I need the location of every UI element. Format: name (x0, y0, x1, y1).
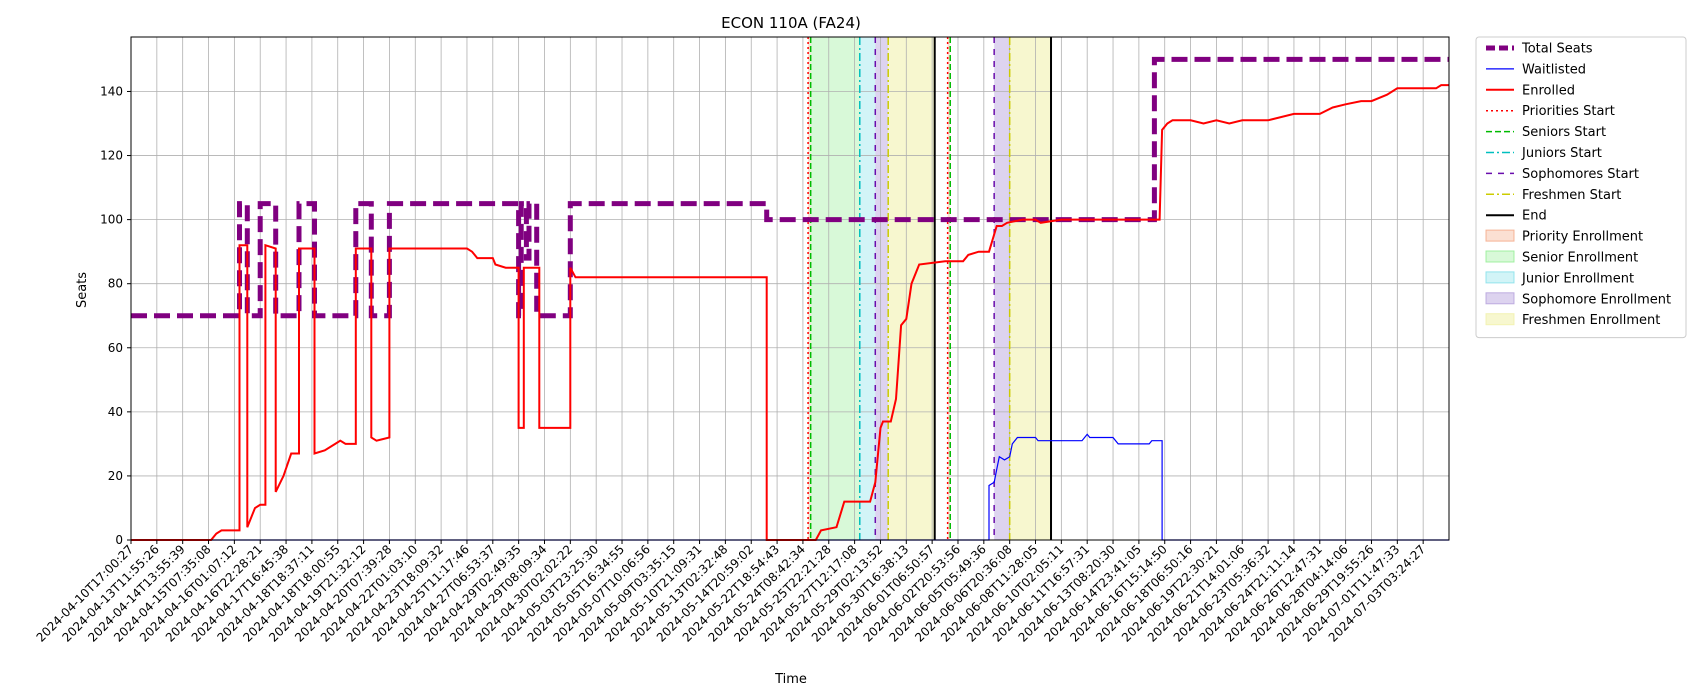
legend-swatch-junior-enrollment (1485, 271, 1515, 284)
plot-frame (130, 36, 1450, 541)
enrolled-line (131, 84, 1449, 541)
legend-label-juniors-start: Juniors Start (1521, 146, 1602, 161)
junior-enrollment-band (859, 37, 876, 540)
legend-label-seniors-start: Seniors Start (1522, 125, 1606, 140)
legend-label-junior-enrollment: Junior Enrollment (1521, 271, 1634, 286)
priority-enrollment-band (947, 37, 951, 540)
legend-label-priorities-start: Priorities Start (1522, 104, 1615, 119)
legend-swatch-senior-enrollment (1485, 250, 1515, 263)
chart-title: ECON 110A (FA24) (721, 14, 861, 32)
legend-label-end: End (1522, 209, 1547, 224)
y-tick-label: 40 (108, 405, 123, 419)
legend-label-enrolled: Enrolled (1522, 83, 1575, 98)
y-tick-label: 140 (100, 84, 123, 98)
y-axis-label: Seats (75, 272, 90, 308)
y-tick-label: 120 (100, 149, 123, 163)
series-lines (131, 56, 1449, 541)
legend-swatch-freshmen-enrollment (1485, 313, 1515, 326)
legend-box (1475, 36, 1687, 339)
senior-enrollment-band (810, 37, 860, 540)
phase-markers (807, 37, 1053, 540)
freshmen-enrollment-band (1009, 37, 1052, 540)
y-tick-label: 0 (115, 533, 123, 547)
y-tick-label: 60 (108, 341, 123, 355)
x-axis: 2024-04-10T17:00:272024-04-13T11:55:2620… (34, 540, 1428, 645)
legend-swatch-sophomore-enrollment (1485, 292, 1515, 305)
legend-label-sophomores-start: Sophomores Start (1522, 167, 1639, 182)
y-axis: 0 20 40 60 80 100 120 140 (100, 84, 131, 547)
legend-label-priority-enrollment: Priority Enrollment (1522, 230, 1643, 245)
waitlisted-line (131, 433, 1449, 541)
legend-label-total-seats: Total Seats (1521, 42, 1593, 57)
legend-swatch-priority-enrollment (1485, 229, 1515, 242)
grid (130, 37, 1449, 541)
y-tick-label: 80 (108, 277, 123, 291)
priority-enrollment-band (808, 37, 811, 540)
legend: Total Seats Waitlisted Enrolled Priorities … (1475, 36, 1687, 339)
y-tick-label: 100 (100, 213, 123, 227)
legend-label-freshmen-start: Freshmen Start (1522, 188, 1621, 203)
sophomore-enrollment-band (994, 37, 1010, 540)
x-axis-label: Time (774, 672, 807, 687)
legend-label-freshmen-enrollment: Freshmen Enrollment (1522, 313, 1660, 328)
sophomore-enrollment-band (875, 37, 889, 540)
y-tick-label: 20 (108, 469, 123, 483)
enrollment-bands (808, 37, 1052, 540)
legend-label-senior-enrollment: Senior Enrollment (1522, 251, 1638, 266)
total-seats-line (131, 56, 1449, 319)
legend-label-waitlisted: Waitlisted (1522, 62, 1586, 77)
legend-label-sophomore-enrollment: Sophomore Enrollment (1522, 292, 1671, 307)
